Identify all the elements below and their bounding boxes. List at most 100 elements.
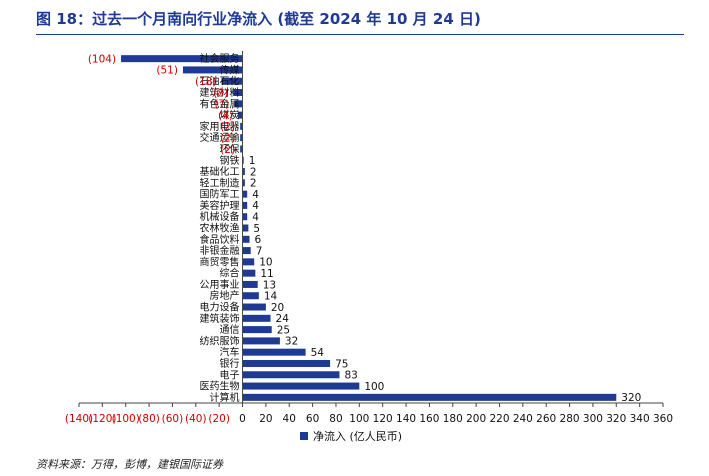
data-label: 4	[252, 200, 259, 212]
bar	[242, 179, 245, 187]
data-label: 14	[264, 291, 278, 303]
bar	[242, 258, 255, 266]
source-note: 资料来源：万得，彭博，建银国际证券	[36, 458, 223, 471]
bar	[234, 100, 243, 108]
category-label: 通信	[220, 324, 240, 336]
bar	[242, 280, 258, 288]
data-label: 25	[277, 324, 290, 336]
x-tick-label: 60	[306, 413, 319, 425]
bar	[242, 156, 244, 164]
bar	[240, 134, 243, 142]
x-tick-label: (80)	[138, 413, 160, 425]
bar	[242, 269, 256, 277]
data-label: 2	[250, 178, 257, 190]
bar	[121, 55, 243, 63]
x-tick-label: 320	[606, 413, 626, 425]
category-label: 国防军工	[200, 188, 240, 201]
category-label: 纺织服饰	[200, 334, 240, 347]
x-tick-label: (140)	[65, 413, 93, 425]
category-label: 非银金融	[200, 244, 240, 257]
x-tick-label: (20)	[208, 413, 230, 425]
data-label: 4	[252, 212, 259, 224]
category-label: 综合	[220, 267, 240, 280]
x-tick-label: 40	[283, 413, 296, 425]
data-label: 20	[271, 302, 284, 314]
category-label: 石油石化	[200, 75, 240, 88]
category-label: 环保	[220, 142, 240, 155]
category-label: 家用电器	[200, 120, 240, 133]
bar	[242, 201, 248, 209]
x-tick-label: 300	[583, 413, 603, 425]
bar	[240, 122, 243, 130]
legend-label: 净流入 (亿人民币)	[313, 429, 402, 443]
data-label: (4)	[218, 110, 233, 122]
data-label: (7)	[214, 99, 229, 111]
category-label: 商贸零售	[200, 255, 240, 268]
category-label: 公用事业	[200, 278, 240, 291]
data-label: 83	[344, 370, 357, 382]
bar	[242, 292, 259, 300]
data-label: (2)	[220, 132, 235, 144]
bar	[242, 168, 245, 176]
data-label: 75	[335, 358, 348, 370]
x-tick-label: 240	[513, 413, 533, 425]
bar	[242, 190, 248, 198]
bar	[242, 359, 331, 367]
category-label: 轻工制造	[200, 176, 240, 189]
data-label: 6	[255, 234, 262, 246]
bar	[242, 393, 617, 401]
x-tick-label: 280	[560, 413, 580, 425]
data-label: (2)	[220, 144, 235, 156]
bar	[242, 326, 272, 334]
data-label: 7	[256, 245, 263, 257]
x-tick-label: (60)	[162, 413, 184, 425]
category-label: 美容护理	[200, 199, 240, 212]
data-label: 54	[311, 347, 325, 359]
bar	[233, 89, 243, 97]
legend: 净流入 (亿人民币)	[300, 429, 402, 443]
x-tick-label: 100	[349, 413, 369, 425]
bar	[182, 66, 243, 74]
bar	[242, 382, 360, 390]
bar	[242, 371, 340, 379]
x-tick-label: 200	[466, 413, 486, 425]
data-label: (18)	[195, 76, 217, 88]
x-tick-label: 360	[653, 413, 673, 425]
data-label: (2)	[220, 121, 235, 133]
x-tick-label: 220	[489, 413, 509, 425]
data-label: 100	[364, 381, 384, 393]
bar	[242, 224, 249, 232]
category-label: 交通运输	[200, 131, 240, 144]
bar	[242, 235, 250, 243]
title-rule	[36, 34, 684, 35]
x-tick-label: (100)	[112, 413, 140, 425]
bar	[242, 213, 248, 221]
data-label: 5	[253, 223, 260, 235]
legend-swatch	[300, 432, 308, 440]
data-label: 11	[260, 268, 273, 280]
data-label: 32	[285, 336, 298, 348]
chart-title: 图 18：过去一个月南向行业净流入 (截至 2024 年 10 月 24 日)	[36, 10, 481, 28]
category-label: 汽车	[220, 346, 240, 359]
data-label: 1	[249, 155, 256, 167]
x-tick-label: 20	[259, 413, 272, 425]
category-label: 房地产	[210, 289, 240, 302]
data-label: (8)	[213, 87, 228, 99]
category-label: 传媒	[220, 64, 240, 76]
x-tick-label: 0	[239, 413, 246, 425]
category-label: 计算机	[210, 391, 240, 404]
x-axis: (140)(120)(100)(80) (60) (40) (20) 0 20 40 60 80…	[65, 51, 673, 425]
category-label: 社会服务	[200, 52, 240, 65]
x-tick-label: (40)	[185, 413, 207, 425]
category-label: 建筑装饰	[200, 312, 240, 325]
bar	[242, 247, 251, 255]
category-label: 银行	[220, 357, 240, 370]
data-label: 10	[259, 257, 272, 269]
category-label: 基础化工	[200, 165, 240, 178]
x-tick-label: 180	[443, 413, 463, 425]
category-label: 建筑材料	[200, 86, 240, 99]
bar	[242, 303, 266, 311]
data-label: 2	[250, 166, 257, 178]
category-label: 农林牧渔	[200, 222, 240, 235]
